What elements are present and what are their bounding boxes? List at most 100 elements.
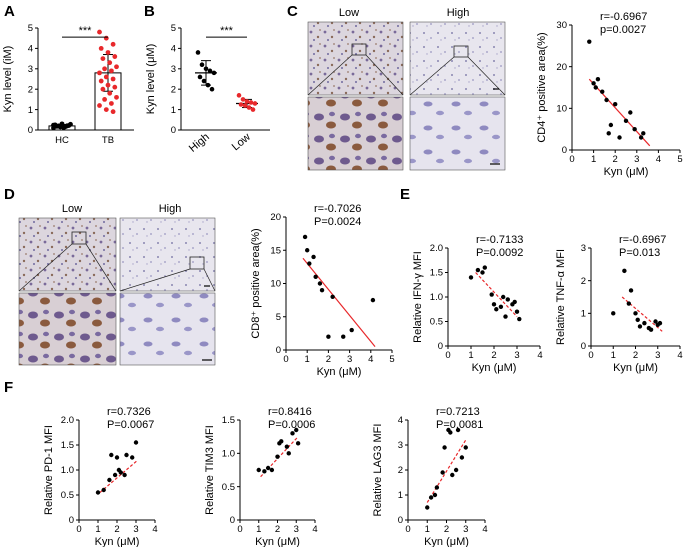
- y-tick-label: 3: [28, 64, 33, 75]
- data-point: [453, 467, 459, 473]
- data-point: [491, 302, 497, 307]
- y-tick-label: 0.5: [222, 482, 235, 493]
- x-tick-label: 4: [152, 524, 157, 535]
- p-value: P=0.0024: [314, 216, 361, 228]
- data-point: [641, 131, 646, 136]
- y-tick-label: 2: [28, 84, 33, 95]
- data-point: [103, 74, 109, 80]
- data-point: [648, 327, 654, 332]
- data-point: [199, 62, 205, 68]
- y-tick-label: 0.5: [61, 490, 74, 501]
- data-point: [109, 101, 114, 106]
- correlation-r: r=-0.7026: [314, 203, 361, 215]
- x-tick-label: 4: [482, 524, 487, 535]
- x-tick-label: 1: [425, 524, 430, 535]
- data-point: [107, 90, 113, 96]
- data-point: [294, 427, 299, 433]
- data-point: [109, 68, 114, 74]
- data-point: [317, 281, 323, 286]
- panel-letter-c: C: [287, 3, 298, 20]
- x-tick-label: 2: [326, 354, 331, 365]
- x-tick-label: 4: [312, 524, 317, 535]
- y-tick-label: 1.0: [430, 292, 443, 303]
- ihc-c-high-roi: [453, 45, 469, 58]
- data-point: [440, 470, 445, 475]
- y-tick-label: 4: [171, 44, 176, 55]
- regression-line: [588, 78, 651, 147]
- data-point: [246, 105, 252, 110]
- x-tick-label: 1: [591, 154, 596, 165]
- ihc-d-low-label: Low: [62, 203, 82, 215]
- x-axis-label: Kyn (μM): [472, 362, 517, 374]
- data-point: [498, 304, 504, 309]
- p-value: P=0.0006: [268, 419, 315, 431]
- y-axis: 0 1 2 3 4 5 Kyn level (μM): [145, 23, 182, 136]
- data-point: [428, 495, 434, 500]
- significance-label: ***: [79, 25, 93, 37]
- data-point: [105, 82, 111, 88]
- x-tick-label: 2: [633, 350, 638, 361]
- data-point: [269, 467, 275, 473]
- y-axis-label: Kyn level (iM): [2, 46, 14, 113]
- y-tick-label: 2: [171, 84, 176, 95]
- ihc-c-low-label: Low: [339, 7, 359, 19]
- correlation-r: r=-0.6967: [600, 11, 647, 23]
- data-point: [244, 99, 250, 104]
- data-point: [600, 89, 605, 94]
- x-tick-label: 3: [294, 524, 299, 535]
- x-tick-label: 4: [537, 350, 542, 361]
- data-point: [307, 261, 312, 266]
- data-point: [459, 455, 465, 460]
- y-tick-label: 5: [276, 312, 281, 323]
- data-point: [617, 135, 622, 140]
- data-point: [319, 287, 325, 293]
- y-tick-label: 0: [69, 515, 74, 526]
- x-tick-label: 5: [389, 354, 394, 365]
- y-axis: 0 1 2 3 Relative TNF-α MFI: [555, 243, 592, 352]
- data-point: [248, 100, 254, 105]
- x-tick-label: 3: [133, 524, 138, 535]
- x-tick-label: 0: [588, 350, 593, 361]
- x-tick-label: 4: [656, 154, 661, 165]
- data-point: [195, 50, 201, 55]
- data-point: [482, 265, 487, 270]
- data-point: [450, 472, 455, 478]
- data-point: [109, 452, 114, 458]
- data-point: [252, 101, 258, 106]
- y-axis-label: Relative IFN-γ MFI: [412, 251, 424, 343]
- data-point: [512, 299, 517, 305]
- data-point: [97, 29, 102, 35]
- data-point: [313, 274, 318, 280]
- y-tick-label: 3: [581, 243, 586, 254]
- data-point: [517, 316, 522, 322]
- data-point: [238, 102, 244, 107]
- x-axis: 0 1 2 3 4 Kyn (μM): [445, 345, 543, 374]
- y-tick-label: 1.0: [61, 465, 74, 476]
- ihc-c-low-overview: [307, 21, 404, 96]
- data-point: [107, 477, 112, 483]
- x-tick-label: 0: [445, 350, 450, 361]
- data-point: [653, 319, 658, 324]
- x-category-label: HC: [55, 135, 69, 146]
- data-point: [284, 444, 290, 449]
- y-tick-label: 1.5: [430, 268, 443, 279]
- data-point: [130, 455, 135, 460]
- data-point: [102, 66, 107, 72]
- data-point: [475, 267, 481, 273]
- data-point: [95, 490, 101, 495]
- x-category-label: High: [187, 131, 212, 155]
- y-tick-label: 5: [28, 23, 33, 34]
- correlation-r: r=0.8416: [268, 406, 312, 418]
- x-category-label: TB: [102, 135, 114, 146]
- data-point: [295, 441, 301, 446]
- y-tick-label: 2.0: [430, 243, 443, 254]
- y-tick-label: 0: [438, 341, 443, 352]
- data-point: [250, 107, 256, 112]
- y-tick-label: 0: [398, 515, 403, 526]
- data-point: [305, 248, 310, 253]
- data-point: [463, 445, 468, 450]
- y-tick-label: 4: [28, 44, 33, 55]
